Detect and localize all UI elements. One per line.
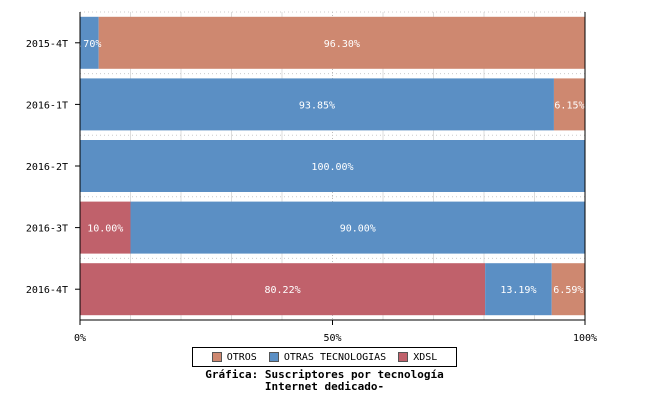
data-label-otras-tecnologias-2016-4T: 13.19%	[500, 285, 536, 296]
data-label-otras-tecnologias-2016-2T: 100.00%	[311, 162, 353, 173]
x-tick-label: 100%	[573, 333, 597, 344]
bar-xdsl-2016-4T	[80, 263, 486, 316]
legend-swatch-xdsl	[398, 352, 409, 362]
legend-item-otras-tecnologias: OTRAS TECNOLOGIAS	[268, 351, 387, 363]
data-label-xdsl-2016-4T: 80.22%	[264, 285, 300, 296]
y-tick-label: 2016-1T	[26, 100, 68, 111]
stacked-bar-chart: .70% 96.30% 93.85% 6.15% 100.00% 10.00% 90.00%…	[26, 11, 597, 344]
data-label-otros-2016-1T: 6.15%	[554, 100, 584, 111]
x-tick-label: 0%	[74, 333, 86, 344]
data-label-otras-tecnologias-2016-3T: 90.00%	[340, 224, 376, 235]
legend-item-otros: OTROS	[211, 351, 257, 363]
bar-otros-2015-4T	[98, 16, 585, 69]
y-tick-label: 2016-4T	[26, 285, 68, 296]
bar-otras-tecnologias-2016-4T	[485, 263, 552, 316]
bar-otros-2016-4T	[551, 263, 585, 316]
y-tick-label: 2016-2T	[26, 162, 68, 173]
data-label-otras-tecnologias-2016-1T: 93.85%	[299, 100, 335, 111]
caption-line-2: Internet dedicado-	[264, 380, 385, 393]
caption-line-1: Gráfica: Suscriptores por tecnología	[205, 368, 444, 381]
data-label-otros-2015-4T: 96.30%	[324, 39, 360, 50]
legend: OTROS OTRAS TECNOLOGIAS XDSL	[192, 347, 457, 367]
legend-label-otros: OTROS	[226, 351, 257, 363]
bar-xdsl-2016-3T	[80, 201, 131, 254]
legend-label-xdsl: XDSL	[413, 351, 438, 363]
bar-otras-tecnologias-2016-1T	[80, 78, 554, 131]
bar-otras-tecnologias-2016-3T	[130, 201, 585, 254]
bar-otros-2016-1T	[553, 78, 585, 131]
chart-caption: Gráfica: Suscriptores por tecnología Int…	[192, 369, 457, 393]
legend-swatch-otros	[211, 352, 222, 362]
data-label-otras-tecnologias-2015-4T: .70%	[77, 39, 101, 50]
legend-swatch-otras-tecnologias	[268, 352, 279, 362]
data-labels: .70% 96.30% 93.85% 6.15% 100.00% 10.00% 90.00%…	[77, 39, 584, 296]
data-label-otros-2016-4T: 6.59%	[553, 285, 583, 296]
legend-item-xdsl: XDSL	[398, 352, 437, 363]
y-tick-label: 2015-4T	[26, 39, 68, 50]
x-tick-label: 50%	[323, 333, 341, 344]
y-tick-label: 2016-3T	[26, 224, 68, 235]
bars	[80, 16, 585, 316]
bar-otras-tecnologias-2016-2T	[80, 140, 585, 192]
bar-otras-tecnologias-2015-4T	[80, 16, 99, 69]
legend-label-otras-tecnologias: OTRAS TECNOLOGIAS	[283, 351, 387, 363]
axes: 2015-4T 2016-1T 2016-2T 2016-3T 2016-4T 0% 50%…	[26, 12, 597, 344]
data-label-xdsl-2016-3T: 10.00%	[87, 224, 123, 235]
